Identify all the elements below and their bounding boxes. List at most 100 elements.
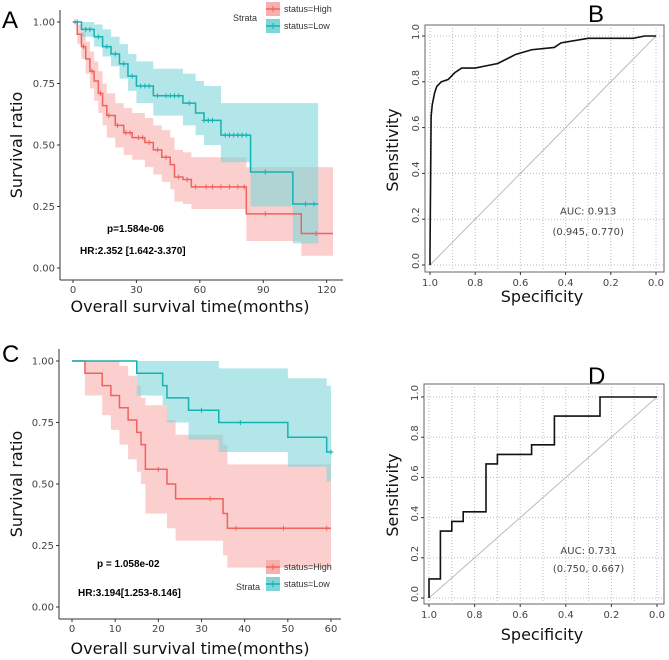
diagonal-reference: [429, 35, 657, 266]
x-tick-label: 30: [195, 624, 208, 635]
censor-mark: [324, 525, 330, 531]
x-tick-label: 0.4: [558, 610, 574, 621]
censor-mark: [243, 132, 249, 138]
panel-label: D: [588, 363, 605, 390]
censor-mark: [186, 100, 192, 106]
x-tick-label: 0.8: [467, 278, 483, 289]
censor-mark: [121, 61, 127, 67]
y-axis-label: Sensitivity: [383, 453, 402, 536]
x-tick-label: 90: [257, 285, 270, 296]
x-tick-label: 10: [109, 624, 122, 635]
censor-mark: [74, 19, 80, 25]
censor-mark: [146, 83, 152, 89]
x-axis-label: Overall survival time(months): [71, 639, 310, 658]
hazard-ratio: HR:3.194[1.253-8.146]: [78, 588, 181, 599]
censor-mark: [127, 130, 133, 136]
censor-mark: [239, 132, 245, 138]
panel-D: D 1.0 0.8 0.6 0.4 0.2 0.0 0.0 0.2 0.4 0.6 0.8 1.0 AUC…: [383, 363, 665, 644]
y-axis-label: Sensitivity: [383, 108, 402, 191]
x-tick-label: 60: [325, 624, 338, 635]
censor-mark: [313, 231, 319, 237]
censor-mark: [235, 132, 241, 138]
survival-curve-low: [72, 360, 331, 453]
censor-mark: [155, 93, 161, 99]
censor-mark: [193, 184, 199, 190]
censor-mark: [87, 26, 93, 32]
legend-title: Strata: [236, 582, 260, 592]
y-tick-label: 1.0: [410, 385, 421, 401]
x-tick-label: 0.0: [648, 278, 664, 289]
x-tick-label: 20: [152, 624, 165, 635]
auc-label: AUC: 0.731: [560, 546, 616, 557]
panel-B: B 1.0 0.8 0.6 0.4 0.2 0.0 0.0 0.2 0.4 0.6 0.8 1.0 AUC…: [383, 1, 665, 306]
censor-mark: [176, 93, 182, 99]
x-tick-label: 1.0: [421, 610, 437, 621]
ci-band-low: [73, 22, 319, 244]
y-tick-label: 0.0: [410, 586, 421, 602]
censor-mark: [210, 117, 216, 123]
p-value: p=1.584e-06: [107, 224, 164, 235]
y-tick-label: 0.00: [33, 264, 55, 275]
legend-entry: status=Low: [284, 579, 330, 589]
censor-mark: [262, 169, 268, 175]
censor-mark: [83, 26, 89, 32]
x-tick-label: 0.8: [467, 610, 483, 621]
y-tick-label: 0.50: [33, 141, 55, 152]
panel-label: A: [2, 7, 18, 34]
censor-mark: [171, 93, 177, 99]
survival-curve-high: [72, 360, 331, 530]
y-tick-label: 0.25: [33, 202, 55, 213]
censor-mark: [140, 135, 146, 141]
censor-mark: [136, 135, 142, 141]
y-tick-label: 0.0: [411, 253, 422, 269]
y-tick-label: 0.50: [32, 480, 54, 491]
y-tick-label: 0.4: [411, 161, 422, 177]
censor-mark: [112, 51, 118, 57]
x-tick-label: 30: [130, 285, 143, 296]
x-tick-label: 50: [281, 624, 294, 635]
y-axis-label: Survival ratio: [7, 431, 26, 537]
censor-mark: [210, 184, 216, 190]
y-tick-label: 0.8: [411, 70, 422, 86]
y-tick-label: 0.00: [32, 603, 54, 614]
censor-mark: [241, 184, 247, 190]
y-tick-label: 0.75: [32, 418, 54, 429]
censor-mark: [163, 93, 169, 99]
censor-mark: [81, 44, 87, 50]
x-tick-label: 0.2: [603, 278, 619, 289]
x-tick-label: 60: [193, 285, 206, 296]
y-tick-label: 1.00: [32, 357, 54, 368]
x-tick-label: 1.0: [422, 278, 438, 289]
x-tick-label: 0: [70, 285, 76, 296]
x-tick-label: 0: [69, 624, 75, 635]
y-tick-label: 0.2: [410, 546, 421, 562]
censor-mark: [155, 466, 161, 472]
panel-C: C 0.00 0.25 0.50 0.75 1.00 0 10 20 30 40 50 60 Strata…: [2, 341, 341, 658]
hazard-ratio: HR:2.352 [1.642-3.370]: [80, 246, 186, 257]
y-tick-label: 0.4: [410, 506, 421, 522]
y-tick-label: 1.00: [33, 18, 55, 29]
y-tick-label: 0.8: [410, 425, 421, 441]
censor-mark: [95, 34, 101, 40]
legend-entry: status=High: [284, 562, 332, 572]
diagonal-reference: [428, 396, 658, 599]
y-tick-label: 0.25: [32, 541, 54, 552]
censor-mark: [203, 184, 209, 190]
censor-mark: [218, 184, 224, 190]
censor-mark: [176, 174, 182, 180]
auc-label: AUC: 0.913: [560, 207, 616, 218]
x-axis-label: Overall survival time(months): [71, 297, 310, 316]
x-axis-label: Specificity: [501, 625, 583, 644]
y-axis-label: Survival ratio: [7, 92, 26, 198]
x-tick-label: 40: [238, 624, 251, 635]
x-tick-label: 0.6: [512, 610, 528, 621]
censor-mark: [104, 44, 110, 50]
censor-mark: [237, 420, 243, 425]
x-tick-label: 120: [317, 285, 336, 296]
legend-title: Strata: [233, 13, 257, 23]
censor-mark: [262, 211, 268, 217]
y-tick-label: 0.6: [410, 465, 421, 481]
y-tick-label: 0.6: [411, 116, 422, 132]
censor-mark: [89, 68, 95, 74]
